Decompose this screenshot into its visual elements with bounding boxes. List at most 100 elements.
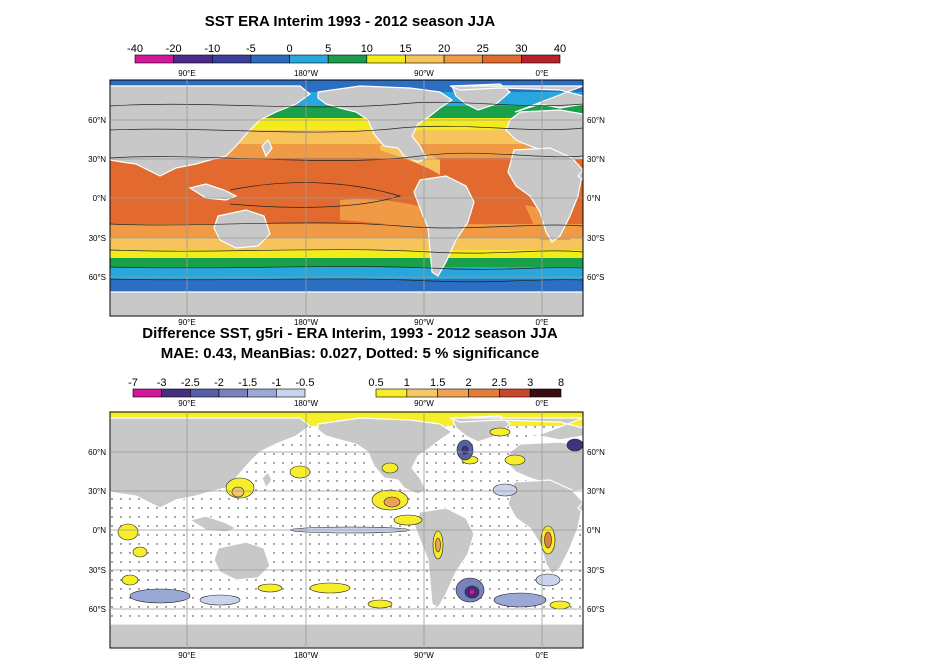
left-latitude-label: 30°N (88, 487, 106, 496)
left-latitude-label: 30°N (88, 155, 106, 164)
panel1-colorbar-tick-label: 30 (515, 43, 527, 55)
panel2-graticule (110, 412, 583, 648)
right-latitude-label: 60°N (587, 448, 605, 457)
bottom-longitude-label: 0°E (536, 318, 549, 327)
panel1-colorbar-tick-label: -20 (166, 43, 182, 55)
panel1-colorbar-tick-label: 20 (438, 43, 450, 55)
right-latitude-label: 60°S (587, 605, 604, 614)
bottom-longitude-label: 90°W (414, 318, 434, 327)
panel1-title: SST ERA Interim 1993 - 2012 season JJA (204, 13, 496, 30)
panel1-colorbar-swatch (443, 54, 484, 64)
panel2-colorbar-positive-tick-label: 1.5 (430, 377, 445, 389)
panel1-colorbar-swatch (250, 54, 290, 64)
panel1-colorbar-swatch (211, 54, 252, 64)
left-latitude-label: 60°N (88, 116, 106, 125)
land-mass (261, 470, 273, 490)
land-mass (110, 417, 311, 509)
panel1-colorbar-swatch (327, 54, 368, 64)
bottom-longitude-label: 90°E (178, 318, 195, 327)
panel1-colorbar-tick-label: 5 (325, 43, 331, 55)
right-latitude-label: 60°S (587, 273, 604, 282)
panel2-colorbar-positive-tick-label: 1 (404, 377, 410, 389)
bottom-longitude-label: 0°E (536, 651, 549, 660)
right-latitude-label: 0°N (587, 194, 601, 203)
land-mass (449, 417, 583, 445)
land-mass (213, 541, 271, 581)
panel1-colorbar-tick-label: 0 (286, 43, 292, 55)
panel1-colorbar-swatch (482, 54, 522, 64)
panel2-colorbar-negative-swatch (161, 388, 191, 398)
panel2-colorbar-positive-tick-label: 8 (558, 377, 564, 389)
top-longitude-label: 90°W (414, 399, 434, 408)
panel1-colorbar-tick-label: 40 (554, 43, 566, 55)
panel2-colorbar-positive-tick-label: 2 (465, 377, 471, 389)
land-mass (451, 83, 511, 111)
panel1-colorbar-swatch (366, 54, 406, 64)
panel1-colorbar-tick-label: -5 (246, 43, 256, 55)
panel2-colorbar: -7 -3 -2.5 -2 -1.5 -1 -0.5 0.5 1 1.5 2 2.5 3 8 (128, 377, 564, 398)
top-longitude-label: 0°E (536, 399, 549, 408)
land-mass (110, 291, 583, 316)
right-latitude-label: 30°S (587, 234, 604, 243)
land-mass (413, 175, 475, 277)
panel2-colorbar-negative-tick-label: -2 (214, 377, 224, 389)
panel2-colorbar-negative-tick-label: -3 (157, 377, 167, 389)
land-mass (317, 85, 454, 163)
panel2-colorbar-negative-swatch (276, 388, 306, 398)
panel1-colorbar-tick-label: -40 (127, 43, 143, 55)
top-longitude-label: 180°W (294, 399, 319, 408)
top-longitude-label: 180°W (294, 69, 319, 78)
panel1-colorbar-swatch (289, 54, 329, 64)
left-latitude-label: 0°N (93, 526, 107, 535)
panel2-colorbar-positive-swatch (529, 388, 562, 398)
panel2-colorbar-negative-swatch (247, 388, 277, 398)
top-longitude-label: 0°E (536, 69, 549, 78)
panel1-colorbar: -40 -20 -10 -5 0 5 10 15 20 25 30 40 (127, 43, 566, 64)
top-longitude-label: 90°W (414, 69, 434, 78)
panel2-title-line1: Difference SST, g5ri - ERA Interim, 1993… (142, 325, 558, 342)
bottom-longitude-label: 90°E (178, 651, 195, 660)
panel1-colorbar-swatch (134, 54, 174, 64)
left-latitude-label: 30°S (89, 566, 106, 575)
left-latitude-label: 60°N (88, 448, 106, 457)
panel1-colorbar-swatch (173, 54, 213, 64)
panel2-colorbar-negative-swatch (218, 388, 248, 398)
top-longitude-label: 90°E (178, 69, 195, 78)
panel2-colorbar-negative-tick-label: -2.5 (181, 377, 200, 389)
panel2-colorbar-positive-swatch (406, 388, 438, 398)
bottom-longitude-label: 90°W (414, 651, 434, 660)
panel2-colorbar-positive-swatch (375, 388, 408, 398)
panel2-colorbar-negative-tick-label: -1 (271, 377, 281, 389)
panel1-axis-labels: 90°E 180°W 90°W 0°E 90°E 180°W 90°W 0°E 60°N 60°N… (88, 69, 605, 327)
land-mass (110, 623, 583, 648)
bottom-longitude-label: 180°W (294, 318, 319, 327)
panel2-colorbar-negative-tick-label: -0.5 (296, 377, 315, 389)
right-latitude-label: 30°S (587, 566, 604, 575)
panel2-colorbar-negative-swatch (190, 388, 220, 398)
land-mass (577, 501, 583, 513)
land-mass (317, 417, 454, 495)
land-mass (261, 138, 273, 158)
left-latitude-label: 30°S (89, 234, 106, 243)
land-mass (213, 209, 271, 249)
panel1-graticule (110, 80, 583, 316)
panel1-colorbar-tick-label: 15 (399, 43, 411, 55)
panel1-colorbar-swatch (521, 54, 561, 64)
panel2-colorbar-positive-tick-label: 0.5 (368, 377, 383, 389)
right-latitude-label: 30°N (587, 155, 605, 164)
panel1-colorbar-tick-label: -10 (204, 43, 220, 55)
panel1-colorbar-tick-label: 10 (361, 43, 373, 55)
panel2-colorbar-positive-tick-label: 2.5 (492, 377, 507, 389)
panel2-axis-labels: 90°E 180°W 90°W 0°E 90°E 180°W 90°W 0°E 60°N 60°N… (88, 399, 605, 660)
land-mass (413, 507, 475, 609)
panel2-colorbar-negative-swatch (132, 388, 162, 398)
panel2-colorbar-positive-swatch (437, 388, 469, 398)
panel2-colorbar-positive-swatch (499, 388, 531, 398)
panel2-colorbar-positive-swatch (468, 388, 500, 398)
panel2-colorbar-negative-tick-label: -1.5 (238, 377, 257, 389)
panel2-colorbar-positive-tick-label: 3 (527, 377, 533, 389)
bottom-longitude-label: 180°W (294, 651, 319, 660)
top-longitude-label: 90°E (178, 399, 195, 408)
panel2-colorbar-negative-tick-label: -7 (128, 377, 138, 389)
